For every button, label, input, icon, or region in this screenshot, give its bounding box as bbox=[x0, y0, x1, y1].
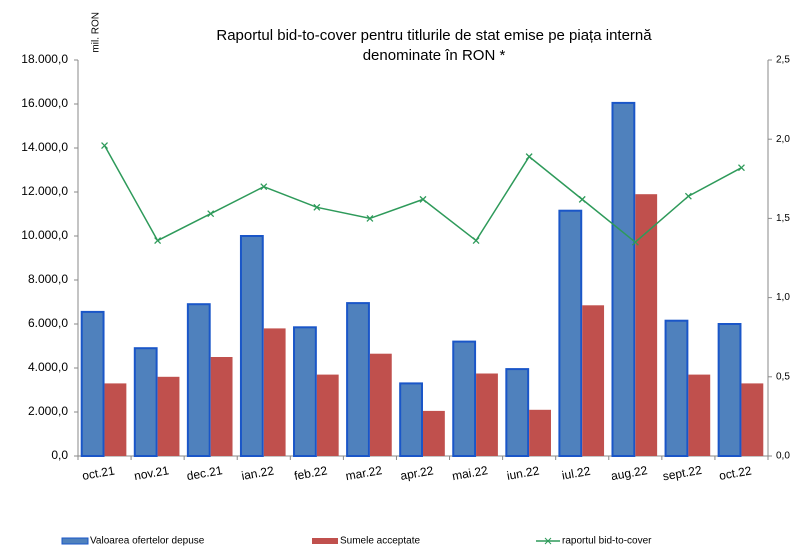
x-tick-label: dec.21 bbox=[186, 463, 224, 483]
bar bbox=[80, 310, 105, 457]
marker bbox=[207, 210, 215, 218]
bar bbox=[558, 209, 583, 457]
x-tick-label: oct.22 bbox=[718, 463, 753, 483]
y-tick-label: 8.000,0 bbox=[28, 272, 68, 286]
y2-tick-label: 0,0 bbox=[776, 451, 790, 462]
bar bbox=[505, 368, 530, 458]
marker bbox=[631, 238, 639, 246]
y2-tick-label: 1,5 bbox=[776, 213, 790, 224]
bar bbox=[582, 305, 605, 456]
bar bbox=[611, 101, 636, 458]
x-tick-label: apr.22 bbox=[399, 463, 435, 483]
marker bbox=[260, 183, 268, 191]
marker bbox=[525, 153, 533, 161]
bar bbox=[239, 235, 264, 457]
bar bbox=[210, 357, 233, 456]
bar bbox=[476, 373, 498, 456]
y2-tick-label: 2,0 bbox=[776, 134, 790, 145]
x-tick-label: iun.22 bbox=[506, 463, 541, 483]
bar bbox=[104, 383, 127, 456]
x-tick-label: feb.22 bbox=[293, 463, 329, 483]
chart-title: denominate în RON * bbox=[363, 47, 506, 64]
y-axis-label: mil. RON bbox=[91, 12, 102, 53]
bar bbox=[316, 374, 339, 456]
bar bbox=[293, 326, 317, 457]
bar bbox=[452, 340, 477, 458]
bar bbox=[717, 323, 742, 457]
marker bbox=[684, 192, 692, 200]
x-tick-label: iul.22 bbox=[561, 464, 592, 483]
bar bbox=[741, 383, 764, 456]
y-tick-label: 0,0 bbox=[51, 448, 68, 462]
bar bbox=[423, 410, 445, 456]
y2-tick-label: 1,0 bbox=[776, 292, 790, 303]
bar bbox=[186, 303, 211, 458]
marker bbox=[313, 203, 321, 211]
bar bbox=[399, 382, 423, 457]
marker bbox=[472, 237, 480, 245]
legend-label: raportul bid-to-cover bbox=[562, 536, 652, 547]
y-tick-label: 4.000,0 bbox=[28, 360, 68, 374]
y-tick-label: 18.000,0 bbox=[21, 52, 68, 66]
bar bbox=[133, 347, 158, 458]
legend-label: Valoarea ofertelor depuse bbox=[90, 536, 205, 547]
bar bbox=[369, 353, 392, 456]
legend-label: Sumele acceptate bbox=[340, 536, 420, 547]
marker bbox=[419, 195, 427, 203]
bar bbox=[263, 328, 286, 456]
legend-swatch bbox=[61, 537, 89, 545]
x-tick-label: sept.22 bbox=[662, 463, 704, 484]
marker bbox=[154, 237, 162, 245]
y-tick-label: 6.000,0 bbox=[28, 316, 68, 330]
marker bbox=[578, 195, 586, 203]
legend-swatch bbox=[312, 538, 338, 544]
chart-title: Raportul bid-to-cover pentru titlurile d… bbox=[216, 27, 652, 44]
bar bbox=[664, 319, 689, 458]
marker bbox=[738, 164, 745, 172]
bar bbox=[529, 409, 551, 456]
marker bbox=[101, 142, 108, 149]
y-tick-label: 10.000,0 bbox=[21, 228, 68, 242]
bar bbox=[157, 376, 180, 456]
x-tick-label: mar.22 bbox=[344, 463, 383, 483]
y-tick-label: 12.000,0 bbox=[21, 184, 68, 198]
bar bbox=[346, 302, 370, 457]
x-tick-label: mai.22 bbox=[451, 463, 489, 483]
bar bbox=[688, 374, 711, 456]
marker bbox=[366, 214, 374, 222]
legend-swatch bbox=[544, 537, 552, 545]
x-tick-label: ian.22 bbox=[240, 463, 275, 483]
y-tick-label: 14.000,0 bbox=[21, 140, 68, 154]
y-tick-label: 16.000,0 bbox=[21, 96, 68, 110]
bar bbox=[635, 194, 658, 456]
y2-tick-label: 2,5 bbox=[776, 55, 790, 66]
y2-tick-label: 0,5 bbox=[776, 371, 790, 382]
x-tick-label: nov.21 bbox=[133, 463, 170, 483]
x-tick-label: oct.21 bbox=[81, 463, 116, 483]
y-tick-label: 2.000,0 bbox=[28, 404, 68, 418]
x-tick-label: aug.22 bbox=[610, 463, 649, 483]
